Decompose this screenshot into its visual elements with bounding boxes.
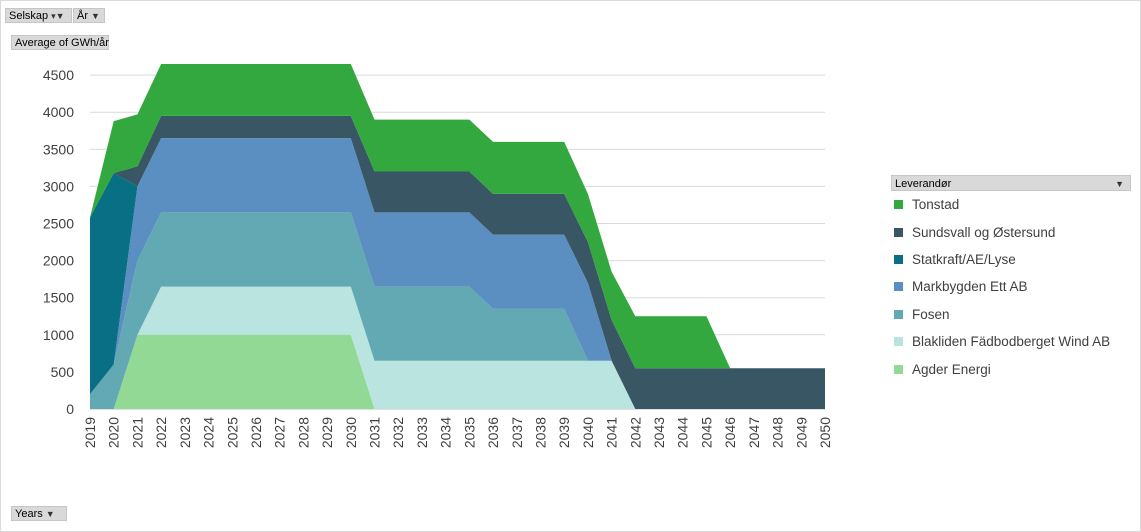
legend-label: Statkraft/AE/Lyse	[912, 251, 1016, 267]
legend-label: Sundsvall og Østersund	[912, 224, 1056, 240]
legend-item: Statkraft/AE/Lyse	[891, 246, 1131, 273]
legend-label: Agder Energi	[912, 361, 991, 377]
y-tick-label: 1500	[43, 290, 74, 306]
x-tick-label: 2037	[509, 417, 525, 448]
x-tick-label: 2021	[129, 417, 145, 448]
x-tick-label: 2036	[485, 417, 501, 448]
y-tick-label: 3000	[43, 178, 74, 194]
legend-item: Markbygden Ett AB	[891, 273, 1131, 300]
x-tick-label: 2027	[272, 417, 288, 448]
chevron-down-icon: ▼	[91, 11, 100, 21]
y-tick-label: 1000	[43, 327, 74, 343]
x-axis-ticks: 2019 2020 2021 2022 2023 2024 2025 2026 2027 2028…	[82, 417, 833, 448]
legend-swatch	[894, 282, 903, 292]
x-tick-label: 2033	[414, 417, 430, 448]
legend-label: Markbygden Ett AB	[912, 279, 1028, 295]
filter-icon: ▼	[45, 509, 55, 519]
selskap-filter-button[interactable]: Selskap ▾▼	[5, 8, 72, 23]
x-tick-label: 2023	[177, 417, 193, 448]
y-axis-label: Average of GWh/år	[15, 37, 109, 49]
legend-title: Leverandør	[895, 178, 952, 190]
x-tick-label: 2046	[722, 417, 738, 448]
legend-label: Fosen	[912, 306, 950, 322]
y-tick-label: 4000	[43, 104, 74, 120]
chevron-down-icon: ▼	[1115, 179, 1124, 189]
y-tick-label: 2500	[43, 216, 74, 232]
legend-swatch	[894, 227, 903, 237]
legend-item: Blakliden Fädbodberget Wind AB	[891, 328, 1131, 355]
y-tick-label: 2000	[43, 253, 74, 269]
x-tick-label: 2031	[367, 417, 383, 448]
legend-swatch	[894, 337, 903, 347]
legend-header[interactable]: Leverandør ▼	[891, 175, 1131, 191]
x-tick-label: 2024	[201, 417, 217, 448]
legend: Leverandør ▼ Tonstad Sundsvall og Østersu…	[891, 175, 1131, 383]
x-tick-label: 2022	[153, 417, 169, 448]
series-areas	[90, 63, 825, 410]
x-tick-label: 2019	[82, 417, 98, 448]
legend-item: Agder Energi	[891, 355, 1131, 382]
x-tick-label: 2050	[817, 417, 833, 448]
x-tick-label: 2042	[627, 417, 643, 448]
legend-item: Sundsvall og Østersund	[891, 218, 1131, 245]
legend-swatch	[894, 200, 903, 210]
legend-item: Tonstad	[891, 191, 1131, 218]
series-area-markbygden-ett-ab	[90, 138, 825, 410]
x-tick-label: 2035	[461, 417, 477, 448]
years-field-button[interactable]: Years ▼	[11, 506, 67, 521]
selskap-label: Selskap	[9, 10, 49, 22]
ar-filter-button[interactable]: År ▼	[73, 8, 105, 23]
y-tick-label: 500	[51, 364, 75, 380]
series-area-agder-energi	[90, 334, 825, 409]
x-tick-label: 2034	[438, 417, 454, 448]
x-tick-label: 2039	[556, 417, 572, 448]
x-tick-label: 2038	[532, 417, 548, 448]
series-area-blakliden-f-dbodberget-wind-ab	[90, 286, 825, 409]
years-label: Years	[15, 508, 43, 520]
x-tick-label: 2028	[295, 417, 311, 448]
y-tick-label: 0	[66, 401, 74, 417]
x-tick-label: 2047	[746, 417, 762, 448]
x-tick-label: 2040	[580, 417, 596, 448]
legend-item: Fosen	[891, 301, 1131, 328]
x-tick-label: 2025	[224, 417, 240, 448]
series-area-fosen	[90, 212, 825, 409]
y-tick-label: 4500	[43, 67, 74, 83]
x-tick-label: 2020	[106, 417, 122, 448]
x-tick-label: 2026	[248, 417, 264, 448]
x-tick-label: 2032	[390, 417, 406, 448]
legend-swatch	[894, 364, 903, 374]
series-area-sundsvall-og-stersund	[90, 115, 825, 409]
x-tick-label: 2045	[698, 417, 714, 448]
x-tick-label: 2030	[343, 417, 359, 448]
series-area-tonstad	[90, 63, 825, 369]
x-tick-label: 2049	[793, 417, 809, 448]
legend-swatch	[894, 254, 903, 264]
y-tick-label: 3500	[43, 141, 74, 157]
x-tick-label: 2041	[604, 417, 620, 448]
x-tick-label: 2044	[675, 417, 691, 448]
x-tick-label: 2043	[651, 417, 667, 448]
ar-label: År	[77, 10, 88, 22]
filter-dropdown-icon: ▾▼	[51, 11, 65, 21]
legend-label: Blakliden Fädbodberget Wind AB	[912, 334, 1111, 350]
x-tick-label: 2048	[770, 417, 786, 448]
x-tick-label: 2029	[319, 417, 335, 448]
legend-swatch	[894, 309, 903, 319]
value-field-button[interactable]: Average of GWh/år	[11, 35, 109, 50]
legend-label: Tonstad	[912, 197, 960, 213]
y-axis-ticks: 0 500 1000 1500 2000 2500 3000 3500 4000 4500	[43, 67, 74, 417]
